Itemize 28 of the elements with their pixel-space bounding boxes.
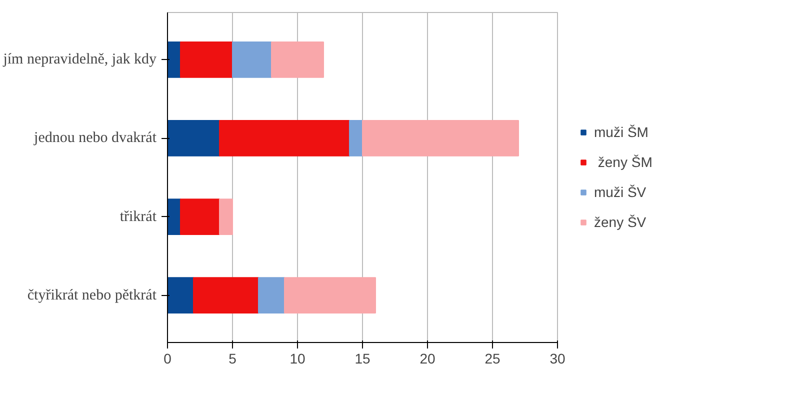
bar: [168, 120, 220, 156]
x-tick-label: 15: [354, 350, 370, 366]
bar: [180, 41, 233, 78]
bar: [349, 120, 363, 156]
y-tick-label: jím nepravidelně, jak kdy: [2, 52, 157, 68]
bar: [271, 41, 324, 78]
legend-label: ženy ŠV: [594, 214, 646, 230]
bar: [219, 198, 233, 235]
x-tick-label: 30: [550, 350, 566, 366]
bar: [232, 41, 272, 78]
bar: [168, 277, 194, 314]
x-tick-label: 0: [164, 350, 172, 366]
legend-label: muži ŠM: [594, 124, 648, 140]
x-tick-label: 5: [228, 350, 237, 366]
x-tick-label: 20: [420, 350, 436, 366]
legend-label: muži ŠV: [594, 184, 646, 200]
bar: [180, 198, 220, 235]
y-tick-label: čtyřikrát nebo pětkrát: [27, 287, 158, 304]
bar: [362, 120, 519, 156]
x-tick-label: 10: [290, 350, 306, 366]
legend-label: ženy ŠM: [596, 154, 652, 170]
y-tick-label: jednou nebo dvakrát: [33, 130, 158, 146]
y-tick-label: třikrát: [120, 208, 158, 225]
bar: [258, 277, 285, 314]
bar: [219, 120, 350, 156]
bar: [284, 277, 376, 314]
x-tick-label: 25: [484, 350, 500, 366]
bar: [193, 277, 259, 314]
